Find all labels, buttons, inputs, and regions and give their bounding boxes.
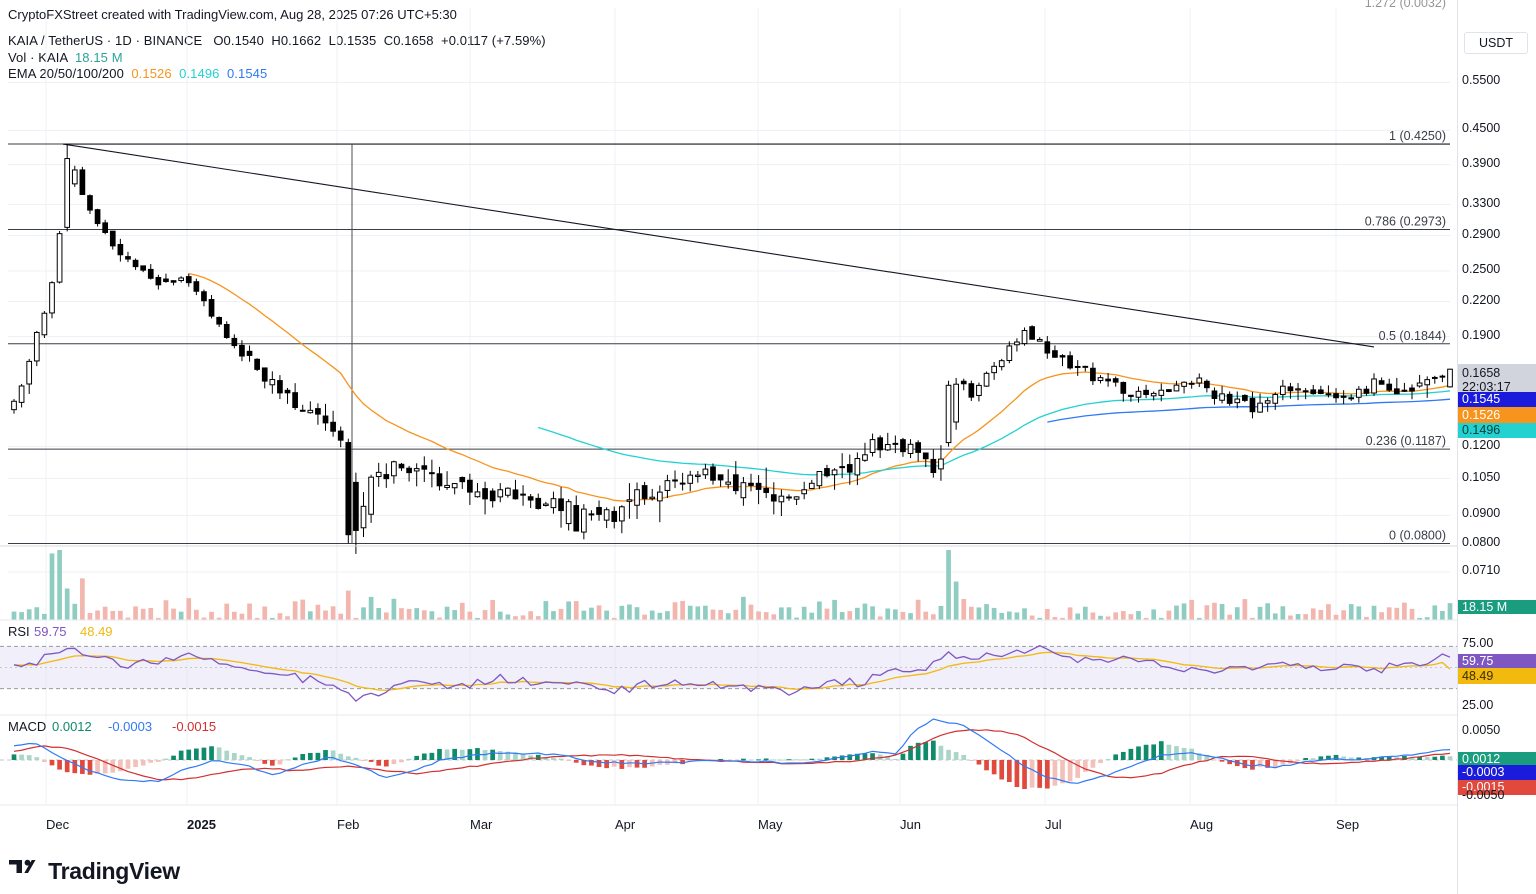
svg-text:0.786 (0.2973): 0.786 (0.2973) xyxy=(1365,215,1446,229)
svg-text:-0.0015: -0.0015 xyxy=(172,719,216,734)
svg-text:0.0012: 0.0012 xyxy=(52,719,92,734)
svg-text:1.272 (0.0032): 1.272 (0.0032) xyxy=(1365,0,1446,10)
svg-text:0.5 (0.1844): 0.5 (0.1844) xyxy=(1379,329,1446,343)
svg-text:48.49: 48.49 xyxy=(80,624,113,639)
svg-text:Apr: Apr xyxy=(615,817,636,832)
svg-text:Feb: Feb xyxy=(337,817,359,832)
svg-text:Aug: Aug xyxy=(1190,817,1213,832)
svg-text:Mar: Mar xyxy=(470,817,493,832)
svg-text:May: May xyxy=(758,817,783,832)
svg-text:0.236 (0.1187): 0.236 (0.1187) xyxy=(1366,434,1446,448)
svg-text:2025: 2025 xyxy=(187,817,216,832)
svg-text:Jun: Jun xyxy=(900,817,921,832)
svg-text:MACD: MACD xyxy=(8,719,46,734)
svg-text:-0.0003: -0.0003 xyxy=(108,719,152,734)
svg-text:Jul: Jul xyxy=(1045,817,1062,832)
svg-text:59.75: 59.75 xyxy=(34,624,67,639)
svg-text:1 (0.4250): 1 (0.4250) xyxy=(1389,129,1446,143)
svg-text:Dec: Dec xyxy=(46,817,70,832)
svg-text:0 (0.0800): 0 (0.0800) xyxy=(1389,529,1446,543)
svg-text:RSI: RSI xyxy=(8,624,30,639)
svg-text:Sep: Sep xyxy=(1336,817,1359,832)
